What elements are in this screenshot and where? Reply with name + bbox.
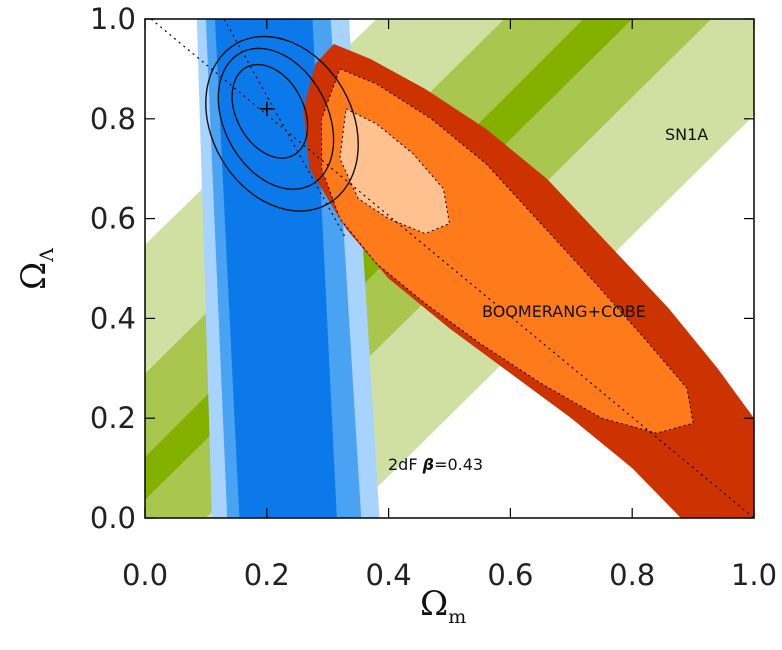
x-tick-label: 0.2 [244,558,290,592]
twodf-label-prefix: 2dF [388,455,423,474]
plot-area [145,19,754,518]
y-tick-label: 0.2 [90,401,136,435]
y-axis-subscript: Λ [36,248,58,263]
x-axis-subscript: m [448,606,466,628]
y-tick-label: 0.4 [90,301,136,335]
x-tick-label: 0.4 [366,558,412,592]
combined-contour-3 [205,35,359,212]
dotted-line-1 [150,19,754,518]
x-axis-label: Ωm [420,584,466,628]
y-tick-label: 0.0 [90,501,136,535]
plot-frame [144,18,755,519]
combined-contour-2 [217,47,335,190]
y-axis-label: ΩΛ [14,248,58,290]
twodf-label-beta: β [422,455,434,474]
boomerang-region-inner [339,108,451,235]
twodf-band-inner [215,19,337,518]
y-tick-label: 0.6 [90,202,136,236]
x-tick-label: 0.0 [122,558,168,592]
x-tick-label: 0.6 [487,558,533,592]
x-tick-label: 1.0 [731,558,777,592]
y-tick-label: 1.0 [90,2,136,36]
twodf-label: 2dF β=0.43 [388,455,483,474]
twodf-label-suffix: =0.43 [434,455,483,474]
y-tick-label: 0.8 [90,102,136,136]
boomerang-label: BOOMERANG+COBE [482,302,646,321]
combined-contour-1 [231,63,309,159]
best-fit-marker [259,101,274,116]
y-axis-symbol: Ω [14,262,54,290]
sn1a-label: SN1A [665,125,708,144]
x-axis-symbol: Ω [420,584,448,624]
x-tick-label: 0.8 [609,558,655,592]
axes: 0.0 0.2 0.4 0.6 0.8 1.0 0.0 0.2 0.4 0.6 0.8 1.0 [90,2,777,592]
